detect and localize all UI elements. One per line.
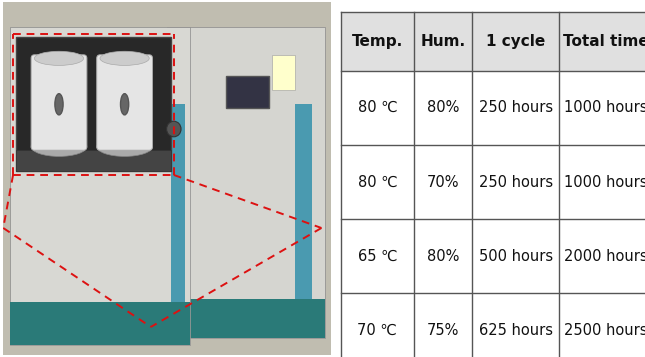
Text: 500 hours: 500 hours [479,249,553,264]
Bar [341,12,645,71]
Bar [10,26,190,345]
Ellipse shape [100,51,149,65]
Text: Hum.: Hum. [421,34,466,49]
FancyBboxPatch shape [31,55,87,150]
Text: 625 hours: 625 hours [479,323,553,338]
Text: 70 ℃: 70 ℃ [357,323,397,338]
Text: 1000 hours: 1000 hours [564,175,645,190]
Bar [16,37,170,171]
Ellipse shape [55,94,63,115]
Text: 2500 hours: 2500 hours [564,323,645,338]
Text: 2000 hours: 2000 hours [564,249,645,264]
Text: Temp.: Temp. [352,34,403,49]
Text: Total time: Total time [563,34,645,49]
Text: 75%: 75% [427,323,459,338]
Bar [272,55,295,90]
Bar [170,104,185,302]
Bar [226,76,269,108]
Circle shape [166,121,181,137]
FancyBboxPatch shape [97,55,152,150]
Ellipse shape [97,137,152,156]
Bar [167,26,324,338]
Ellipse shape [121,94,129,115]
Text: 250 hours: 250 hours [479,175,553,190]
Bar [10,302,190,345]
Ellipse shape [34,51,84,65]
Text: 1000 hours: 1000 hours [564,100,645,115]
Text: 250 hours: 250 hours [479,100,553,115]
Bar [295,104,312,299]
Text: 80 ℃: 80 ℃ [357,175,397,190]
Bar [167,299,324,338]
Text: 1 cycle: 1 cycle [486,34,545,49]
Ellipse shape [31,137,87,156]
Text: 80%: 80% [427,100,459,115]
Text: 80%: 80% [427,249,459,264]
Text: 80 ℃: 80 ℃ [357,100,397,115]
Bar [16,150,170,171]
Text: 70%: 70% [427,175,459,190]
Text: 65 ℃: 65 ℃ [357,249,397,264]
